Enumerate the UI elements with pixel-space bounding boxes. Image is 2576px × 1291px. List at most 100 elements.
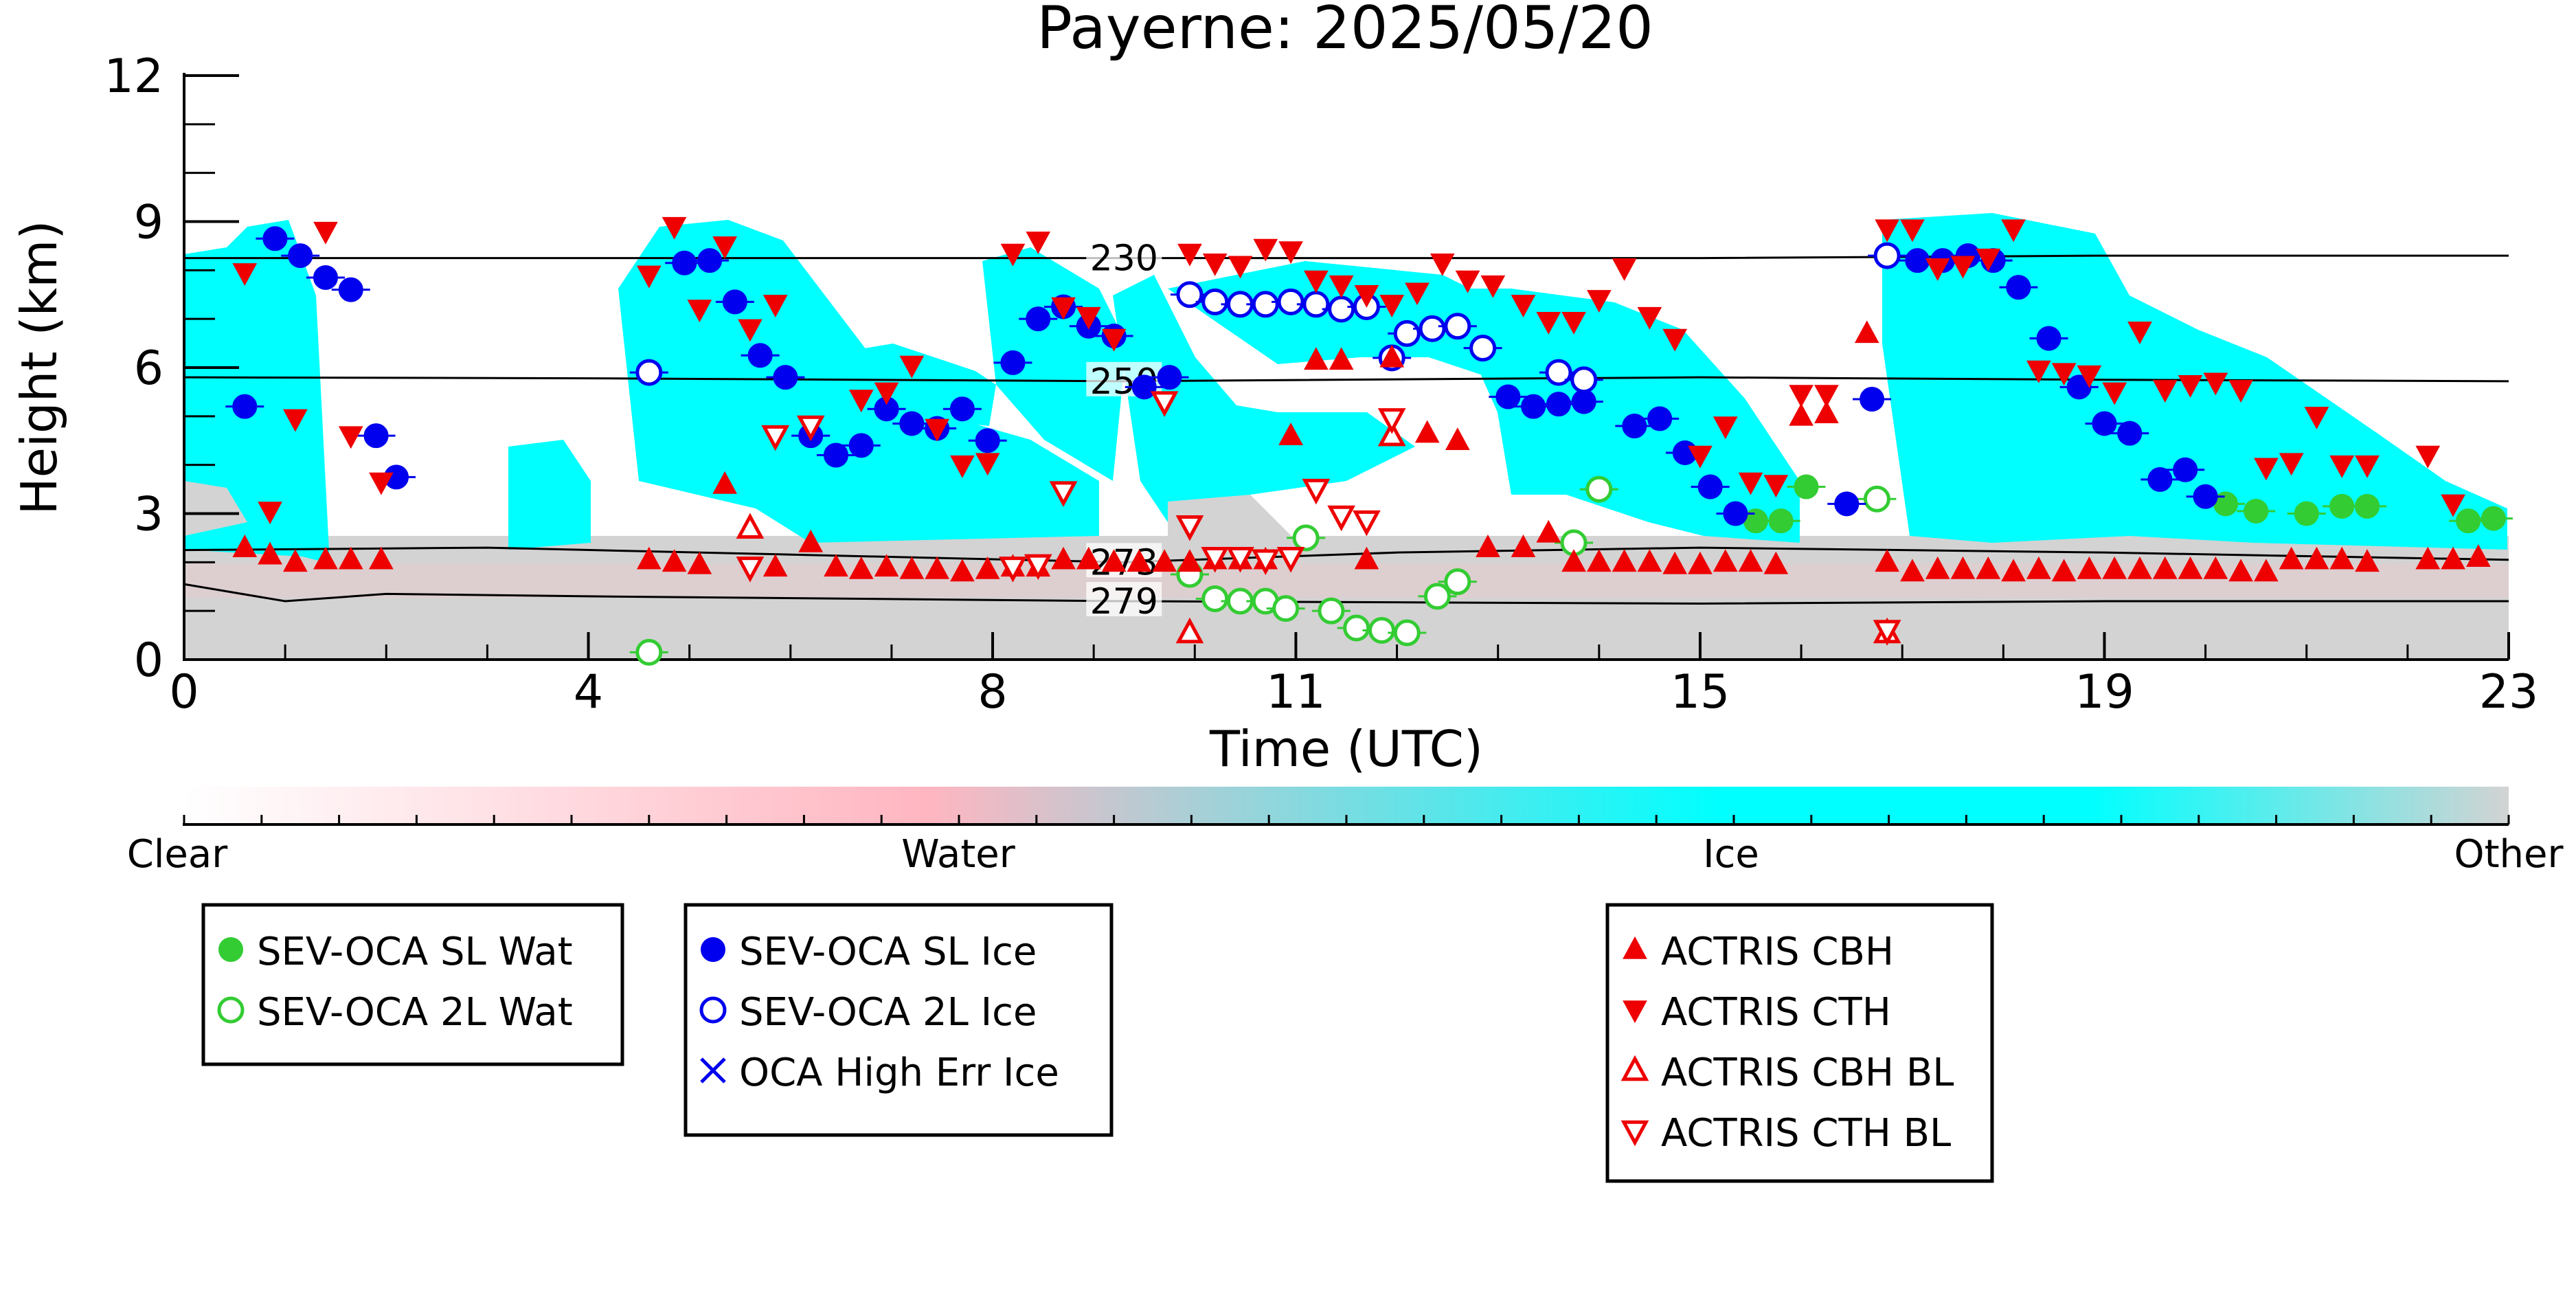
contour-line-230: [184, 254, 2509, 260]
colorbar-label-other: Other: [2454, 832, 2564, 877]
data-point: [1637, 549, 1662, 572]
ice-region-5: [1113, 275, 1415, 522]
legend-frame: [201, 903, 624, 1066]
colorbar-label-ice: Ice: [1703, 832, 1759, 877]
data-point: [1051, 546, 1076, 570]
data-point: [1976, 248, 2001, 271]
y-tick-label: 0: [134, 633, 163, 688]
data-point: [1278, 423, 1303, 445]
data-point: [283, 549, 308, 572]
data-point: [1875, 549, 1899, 572]
data-point: [848, 556, 874, 579]
contour-line-279: [184, 583, 2509, 605]
legend-entry-label: ACTRIS CTH BL: [1661, 1111, 1951, 1156]
legend-box-1: SEV-OCA SL Wat SEV-OCA 2L Wat: [201, 903, 624, 1066]
data-point: [1586, 549, 1612, 572]
data-point: [1950, 556, 1976, 579]
data-point: [1000, 350, 1026, 375]
data-point: [672, 250, 697, 276]
data-point: [2244, 498, 2269, 524]
legend-entry-label: OCA High Err Ice: [739, 1051, 1059, 1095]
data-point: [722, 289, 747, 315]
data-point: [1860, 387, 1885, 412]
data-point: [848, 390, 874, 413]
data-point: [2102, 556, 2127, 579]
series-actris-cth-bl: [736, 391, 1901, 646]
data-point: [1228, 256, 1253, 279]
data-point: [950, 559, 975, 582]
legend-marker: [1620, 1055, 1649, 1081]
data-point: [2066, 374, 2092, 400]
data-point: [1150, 391, 1179, 417]
data-point: [2254, 559, 2279, 582]
data-point: [975, 556, 1000, 579]
data-point: [824, 554, 848, 577]
contour-label-279: 279: [1090, 581, 1158, 622]
data-point: [925, 418, 949, 442]
data-point: [1546, 392, 1571, 417]
data-point: [2355, 549, 2380, 572]
data-point: [369, 546, 394, 570]
data-point: [2036, 326, 2061, 351]
data-point: [1469, 335, 1497, 362]
data-point: [762, 554, 788, 577]
data-point: [2193, 484, 2218, 509]
data-point: [1925, 258, 1950, 281]
data-point: [338, 277, 363, 302]
data-point: [1925, 556, 1950, 579]
data-point: [823, 442, 848, 468]
data-point: [1863, 485, 1890, 513]
data-point: [363, 423, 389, 449]
data-point: [313, 265, 338, 290]
data-point: [1049, 481, 1078, 507]
data-point: [1292, 524, 1320, 552]
data-point: [949, 396, 975, 422]
data-point: [1157, 365, 1182, 390]
data-point: [1252, 291, 1279, 318]
data-point: [2481, 506, 2506, 531]
legend-entry-label: SEV-OCA 2L Ice: [739, 990, 1037, 1035]
data-point: [369, 472, 394, 495]
data-point: [1444, 313, 1471, 340]
data-point: [1854, 320, 1879, 344]
data-point: [1377, 420, 1406, 447]
data-point: [2147, 467, 2173, 492]
x-tick-label: 11: [1266, 665, 1326, 719]
data-point: [2127, 322, 2152, 344]
data-point: [1570, 366, 1598, 394]
data-point: [736, 557, 765, 583]
data-point: [1201, 288, 1229, 315]
data-point: [747, 343, 773, 368]
data-point: [1900, 559, 1925, 582]
chart-title: Payerne: 2025/05/20: [1037, 0, 1653, 63]
data-point: [1789, 403, 1814, 426]
contour-line-273: [184, 546, 2509, 563]
data-point: [1612, 258, 1637, 281]
x-tick-label: 8: [978, 665, 1007, 719]
data-point: [635, 638, 663, 666]
data-point: [1662, 328, 1688, 352]
legend-marker: [700, 1057, 726, 1084]
data-point: [2127, 556, 2152, 579]
data-point: [635, 359, 663, 386]
temperature-contours: [184, 254, 2509, 605]
data-point: [762, 295, 788, 318]
data-point: [338, 426, 363, 449]
data-point: [1329, 347, 1354, 370]
y-axis-label: Height (km): [10, 221, 68, 515]
data-point: [1445, 427, 1470, 450]
data-point: [2051, 363, 2077, 386]
data-point: [1536, 311, 1561, 335]
data-point: [2254, 458, 2279, 481]
data-point: [1405, 282, 1430, 306]
data-point: [1536, 519, 1561, 543]
data-point: [1051, 297, 1076, 320]
x-tick-label: 15: [1671, 665, 1730, 719]
data-point: [2102, 382, 2127, 405]
contour-label-273: 273: [1090, 542, 1158, 583]
data-point: [1201, 547, 1230, 573]
x-tick-label: 4: [574, 665, 603, 719]
data-point: [1024, 554, 1052, 581]
data-point: [338, 546, 363, 570]
data-point: [1763, 475, 1789, 498]
